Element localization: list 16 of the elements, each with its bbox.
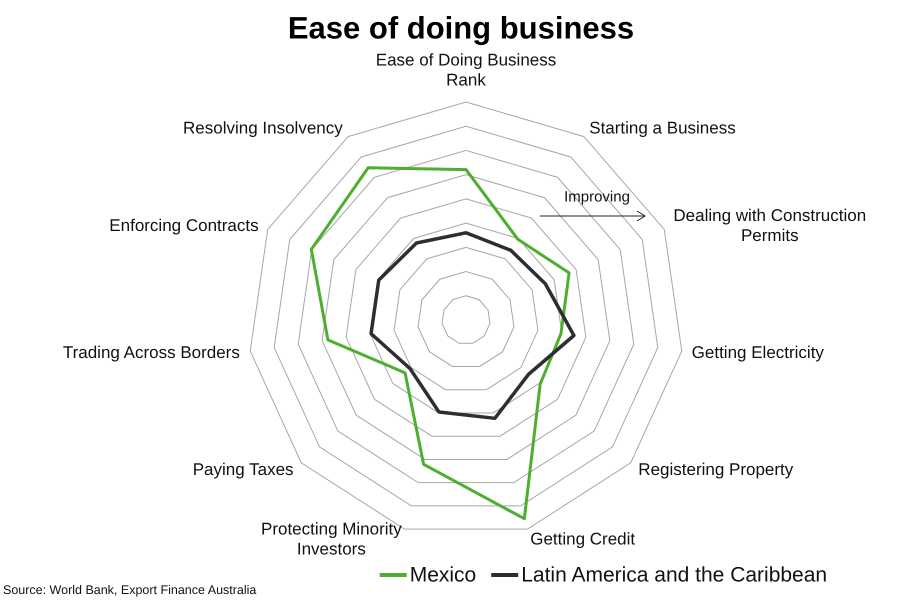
- source-note: Source: World Bank, Export Finance Australia: [3, 583, 256, 597]
- chart-title: Ease of doing business: [288, 10, 634, 46]
- spoke-label: Dealing with Construction Permits: [673, 206, 866, 245]
- text: Improving: [564, 188, 630, 206]
- spoke-label: Getting Credit: [530, 529, 636, 548]
- spoke-label: Ease of Doing Business Rank: [376, 50, 556, 90]
- spoke-label: Resolving Insolvency: [183, 118, 344, 138]
- spoke-label: Trading Across Borders: [62, 342, 240, 362]
- spoke-label: Registering Property: [638, 460, 794, 479]
- spoke-label: Paying Taxes: [192, 460, 294, 479]
- legend-label: Latin America and the Caribbean: [521, 564, 828, 586]
- spoke-label: Protecting Minority Investors: [260, 519, 402, 558]
- spoke-label: Enforcing Contracts: [109, 216, 259, 235]
- spoke-label: Starting a Business: [589, 118, 736, 138]
- spoke-label: Getting Electricity: [692, 342, 824, 362]
- legend-label: Mexico: [410, 564, 476, 586]
